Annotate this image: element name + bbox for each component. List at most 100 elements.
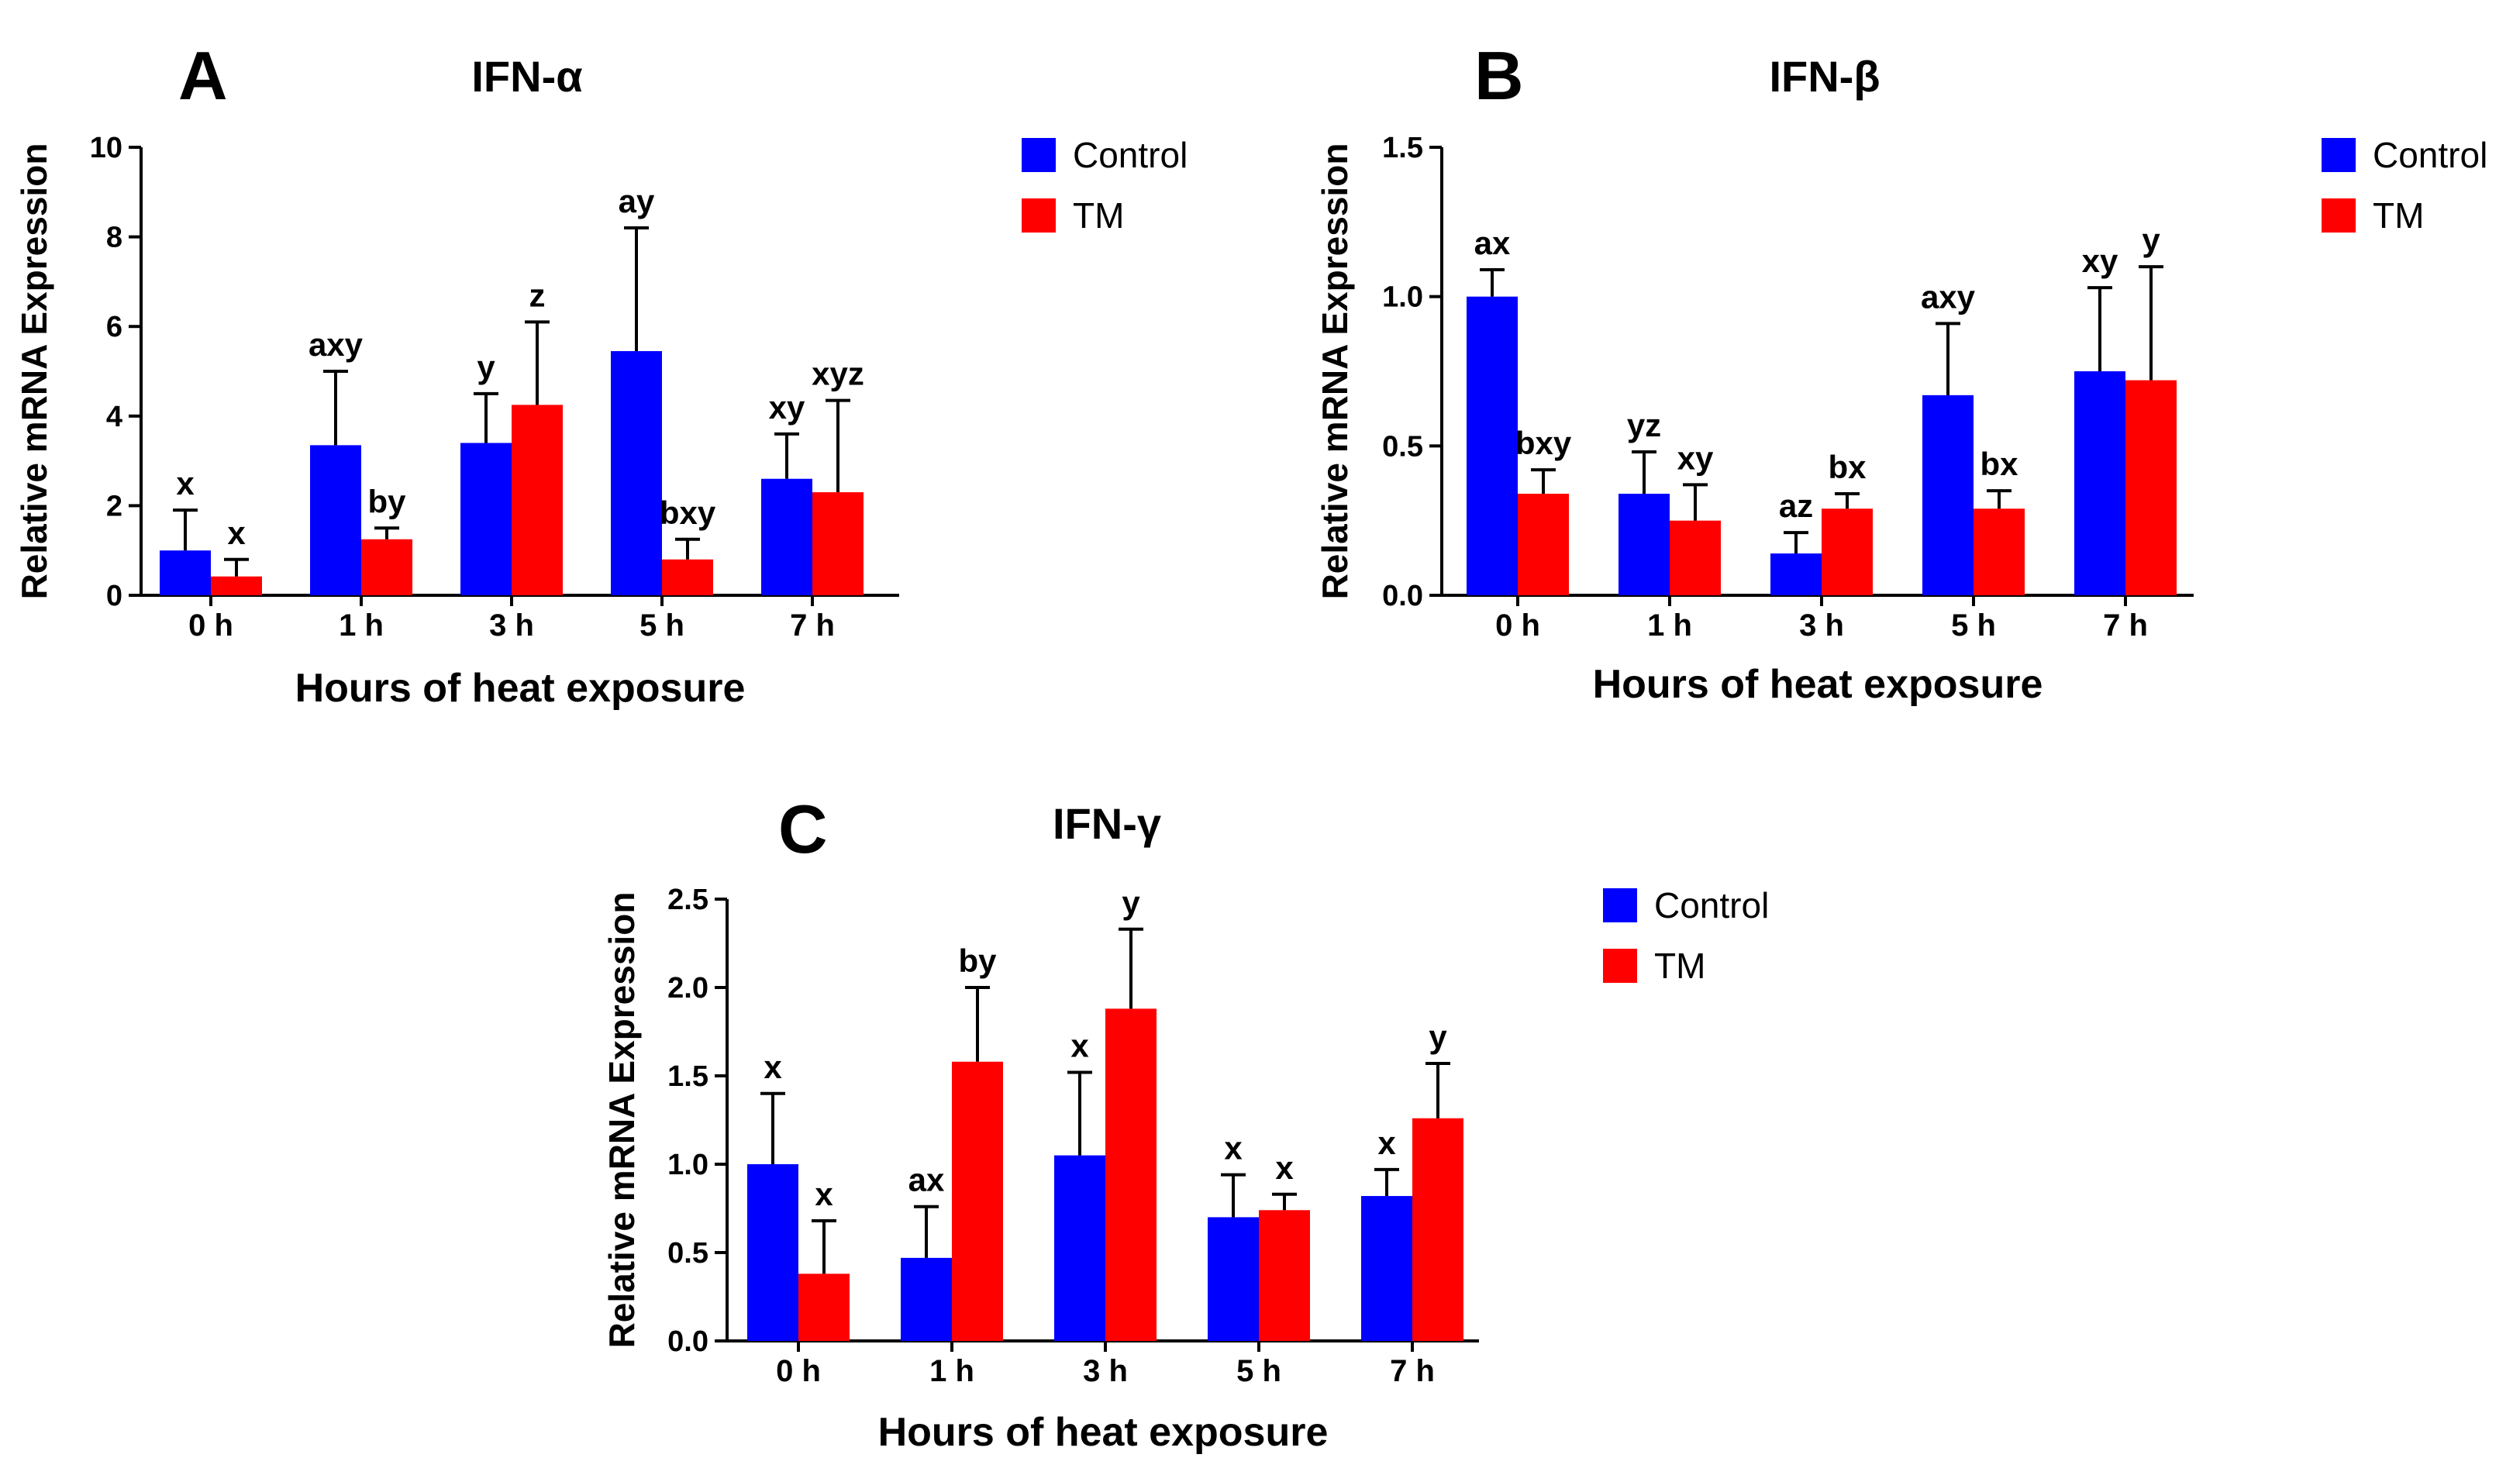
panel-letter: C [778, 791, 828, 867]
bar-tm [662, 559, 713, 595]
legend-label: Control [2373, 135, 2487, 175]
bar-tm [1105, 1008, 1157, 1341]
legend-swatch-control [2322, 138, 2356, 172]
legend-swatch-tm [1022, 198, 1056, 233]
y-tick-label: 2.0 [667, 972, 708, 1005]
significance-label: xy [2082, 243, 2118, 279]
panel-title: IFN-β [1769, 52, 1880, 101]
significance-label: x [1224, 1130, 1243, 1167]
y-tick-label: 0.5 [667, 1237, 708, 1270]
y-axis-title: Relative mRNA Expression [602, 892, 642, 1349]
significance-label: y [2142, 222, 2160, 258]
bar-tm [952, 1061, 1003, 1341]
y-tick-label: 2 [106, 490, 122, 522]
y-tick-label: 1.0 [1382, 281, 1423, 314]
bar-control [1770, 553, 1822, 595]
significance-label: y [477, 349, 495, 385]
significance-label: az [1779, 488, 1813, 524]
bar-control [1361, 1196, 1412, 1341]
x-tick-label: 7 h [790, 608, 835, 643]
legend-swatch-control [1603, 888, 1637, 922]
y-tick-label: 0.0 [1382, 580, 1423, 612]
legend-swatch-tm [2322, 198, 2356, 233]
bar-tm [361, 539, 412, 595]
bar-control [460, 443, 512, 595]
bar-control [1922, 395, 1974, 595]
bar-control [1208, 1217, 1259, 1341]
bar-control [2074, 371, 2125, 595]
x-tick-label: 3 h [1083, 1354, 1128, 1388]
significance-label: x [764, 1049, 782, 1085]
bar-control [1467, 296, 1518, 595]
x-tick-label: 5 h [1951, 608, 1996, 643]
significance-label: axy [1921, 278, 1976, 315]
y-tick-label: 1.5 [1382, 132, 1423, 164]
panel-a: A IFN-α 0 2 4 6 8 10 Relative mRNA Expression Hou… [14, 37, 1188, 711]
panel-letter: A [178, 37, 228, 114]
y-tick-label: 4 [106, 401, 122, 433]
significance-label: xy [1677, 439, 1714, 476]
y-tick-label: 0 [106, 580, 122, 612]
x-tick-label: 5 h [639, 608, 684, 643]
bar-control [747, 1164, 798, 1341]
significance-label: by [958, 943, 997, 979]
bar-tm [798, 1273, 850, 1341]
y-axis-title: Relative mRNA Expression [1315, 143, 1355, 600]
bar-tm [1670, 520, 1721, 595]
significance-label: bxy [1515, 425, 1572, 461]
x-tick-label: 3 h [489, 608, 534, 643]
significance-label: ax [908, 1162, 945, 1198]
bar-tm [1518, 493, 1569, 595]
x-axis-title: Hours of heat exposure [878, 1410, 1329, 1455]
x-tick-label: 1 h [929, 1354, 974, 1388]
bar-control [1619, 493, 1670, 595]
significance-label: ay [619, 183, 655, 219]
bar-tm [812, 492, 864, 595]
bar-tm [1259, 1210, 1310, 1341]
x-tick-label: 7 h [2103, 608, 2148, 643]
y-tick-label: 1.5 [667, 1060, 708, 1093]
y-tick-label: 6 [106, 311, 122, 343]
significance-label: y [1429, 1018, 1447, 1055]
y-tick-label: 10 [90, 132, 122, 164]
x-tick-label: 0 h [188, 608, 233, 643]
panel-letter: B [1474, 37, 1524, 114]
significance-label: xyz [812, 356, 864, 392]
panel-title: IFN-γ [1053, 799, 1161, 848]
x-tick-label: 5 h [1236, 1354, 1281, 1388]
significance-label: bxy [660, 495, 716, 531]
panel-c: C IFN-γ 0.0 0.5 1.0 1.5 2.0 2.5 Relative mRNA Ex… [602, 791, 1769, 1455]
significance-label: ax [1474, 225, 1511, 261]
bar-tm [2125, 380, 2177, 595]
x-axis-title: Hours of heat exposure [1593, 662, 2043, 707]
significance-label: y [1122, 884, 1140, 921]
y-axis-title: Relative mRNA Expression [14, 143, 54, 600]
panel-title: IFN-α [471, 52, 582, 101]
significance-label: bx [1828, 449, 1867, 485]
bar-control [1054, 1155, 1105, 1341]
significance-label: z [529, 277, 546, 313]
bar-tm [512, 405, 563, 595]
y-tick-label: 2.5 [667, 884, 708, 916]
legend-label: TM [1654, 946, 1705, 986]
x-tick-label: 1 h [1647, 608, 1692, 643]
significance-label: by [367, 483, 406, 519]
bar-tm [1412, 1118, 1463, 1341]
legend-label: TM [2373, 195, 2424, 236]
x-tick-label: 3 h [1799, 608, 1844, 643]
y-tick-label: 1.0 [667, 1149, 708, 1181]
legend-label: Control [1654, 885, 1769, 925]
significance-label: axy [309, 326, 364, 363]
y-tick-label: 8 [106, 222, 122, 254]
legend-swatch-tm [1603, 949, 1637, 983]
x-tick-label: 0 h [776, 1354, 821, 1388]
significance-label: yz [1627, 407, 1661, 443]
significance-label: xy [769, 389, 805, 426]
x-tick-label: 1 h [339, 608, 384, 643]
significance-label: x [1070, 1027, 1089, 1063]
significance-label: x [227, 515, 246, 551]
bar-control [611, 350, 662, 595]
bar-tm [211, 576, 262, 595]
significance-label: x [1275, 1149, 1294, 1186]
